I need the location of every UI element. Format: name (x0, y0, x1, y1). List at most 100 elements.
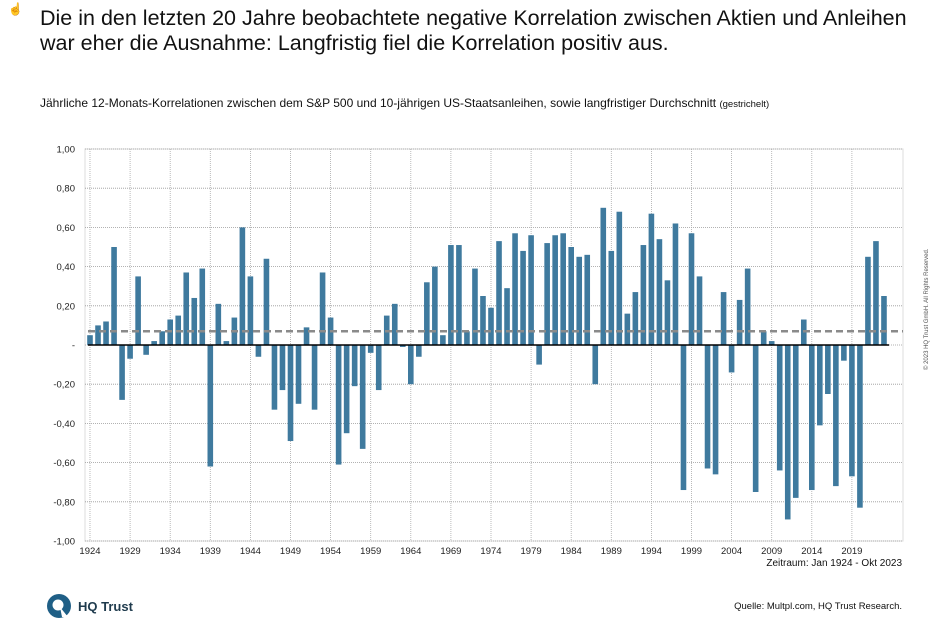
x-tick-label: 2009 (761, 546, 782, 557)
y-tick-label: 0,20 (57, 301, 76, 312)
bar-1944 (247, 276, 254, 345)
bar-1987 (592, 345, 599, 385)
period-label: Zeitraum: Jan 1924 - Okt 2023 (766, 558, 902, 569)
y-tick-label: -1,00 (53, 537, 75, 548)
bar-2009 (768, 341, 775, 345)
x-tick-label: 1929 (120, 546, 141, 557)
bar-1955 (335, 345, 342, 465)
bar-2006 (744, 268, 751, 345)
subtitle-note: (gestrichelt) (719, 99, 770, 110)
bar-1965 (416, 345, 422, 357)
bar-1998 (680, 345, 687, 491)
bar-1958 (359, 345, 366, 449)
bar-1963 (399, 345, 406, 347)
hq-trust-logo: HQ Trust (46, 593, 133, 619)
bar-1946 (263, 258, 270, 345)
bar-2022 (873, 241, 879, 345)
bar-1933 (159, 331, 165, 345)
x-tick-label: 1944 (240, 546, 261, 557)
bar-1929 (127, 345, 133, 359)
y-tick-label: -0,40 (53, 419, 75, 430)
bar-1939 (207, 345, 214, 467)
logo-text: HQ Trust (78, 598, 133, 614)
bar-1989 (608, 250, 615, 345)
bar-1964 (408, 345, 414, 385)
bar-1925 (95, 325, 101, 345)
y-tick-label: 1,00 (57, 145, 76, 156)
bar-2002 (712, 345, 719, 475)
bar-1985 (576, 256, 583, 345)
bar-2017 (833, 345, 839, 487)
bar-1995 (656, 239, 663, 345)
bar-2011 (784, 345, 791, 520)
bar-1997 (672, 223, 679, 345)
bar-1949 (287, 345, 294, 442)
x-tick-label: 1999 (681, 546, 702, 557)
bar-1977 (512, 233, 518, 345)
x-tick-label: 1984 (561, 546, 582, 557)
bar-1990 (616, 211, 623, 345)
bar-1926 (103, 321, 109, 345)
bar-1974 (488, 307, 494, 345)
bar-1952 (311, 345, 318, 410)
bar-1968 (440, 335, 446, 345)
bar-1959 (367, 345, 374, 353)
bar-1967 (432, 266, 438, 345)
bar-1971 (464, 331, 470, 345)
bar-1994 (648, 213, 655, 345)
subtitle-text: Jährliche 12-Monats-Korrelationen zwisch… (40, 96, 717, 110)
bar-2004 (728, 345, 735, 373)
bar-1999 (688, 233, 695, 345)
y-tick-label: -0,60 (53, 458, 75, 469)
bar-1943 (239, 227, 246, 345)
hand-pointer-icon: ☝ (8, 2, 23, 16)
x-tick-label: 1954 (320, 546, 341, 557)
bar-1980 (536, 345, 542, 365)
bar-2012 (792, 345, 799, 498)
x-tick-label: 2019 (841, 546, 862, 557)
y-tick-label: -0,20 (53, 380, 75, 391)
bar-1969 (448, 245, 454, 345)
bar-1938 (199, 268, 206, 345)
bar-1930 (135, 276, 141, 345)
bar-2001 (704, 345, 711, 469)
bar-2014 (809, 345, 815, 491)
y-tick-label: - (72, 341, 75, 352)
bar-1931 (143, 345, 149, 355)
bar-2000 (696, 276, 703, 345)
bar-1936 (183, 272, 190, 345)
logo-icon (47, 594, 71, 618)
bar-1945 (255, 345, 262, 357)
bar-1982 (552, 235, 558, 345)
bar-2003 (720, 292, 727, 345)
bar-1973 (480, 296, 486, 345)
bar-1996 (664, 280, 671, 345)
chart-title: Die in den letzten 20 Jahre beobachtete … (40, 6, 907, 55)
bar-1983 (560, 233, 566, 345)
bar-1975 (496, 241, 502, 345)
bar-2007 (752, 345, 759, 492)
source-label: Quelle: Multpl.com, HQ Trust Research. (734, 601, 902, 612)
bar-1947 (271, 345, 278, 410)
bar-1988 (600, 207, 607, 345)
bar-2023 (881, 296, 887, 345)
x-tick-label: 1974 (480, 546, 501, 557)
y-tick-label: 0,60 (57, 223, 76, 234)
y-tick-label: -0,80 (53, 497, 75, 508)
bar-1966 (424, 282, 430, 345)
bar-1960 (375, 345, 382, 391)
y-tick-label: 0,40 (57, 262, 76, 273)
bar-2019 (849, 345, 855, 477)
copyright-label: © 2023 HQ Trust GmbH. All Rights Reserve… (924, 248, 930, 370)
bar-1924 (87, 335, 93, 345)
y-tick-label: 0,80 (57, 184, 76, 195)
bar-2016 (825, 345, 831, 394)
bar-2015 (817, 345, 823, 426)
x-tick-label: 1939 (200, 546, 221, 557)
bar-1986 (584, 254, 591, 345)
bar-2010 (776, 345, 783, 471)
x-tick-label: 1969 (440, 546, 461, 557)
x-tick-label: 1994 (641, 546, 662, 557)
bar-1993 (640, 245, 647, 345)
bar-1951 (303, 327, 310, 345)
